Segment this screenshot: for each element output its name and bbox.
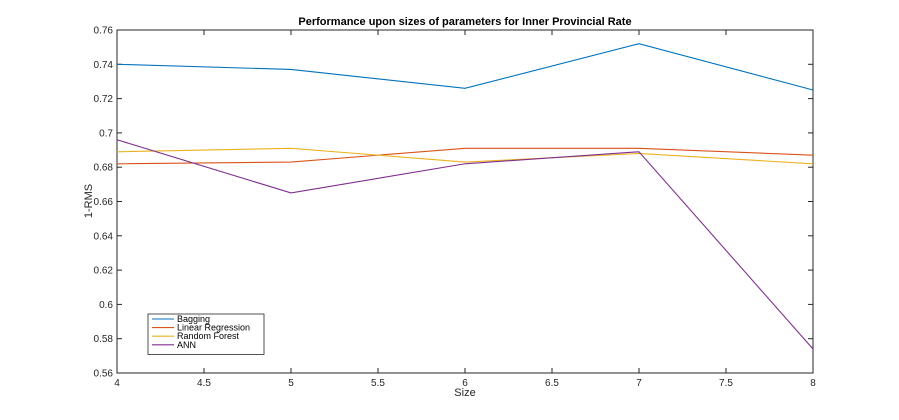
series-line-random-forest bbox=[116, 147, 814, 165]
x-tick-label: 8 bbox=[810, 378, 816, 389]
x-tick-label: 4.5 bbox=[197, 378, 211, 389]
x-tick-label: 7 bbox=[636, 378, 642, 389]
y-tick-label: 0.68 bbox=[94, 163, 114, 174]
y-tick-label: 0.72 bbox=[94, 94, 114, 105]
y-tick-label: 0.7 bbox=[99, 128, 113, 139]
y-tick-label: 0.56 bbox=[94, 369, 114, 380]
y-tick-label: 0.66 bbox=[94, 197, 114, 208]
legend-label: Random Forest bbox=[177, 331, 240, 341]
y-tick-label: 0.58 bbox=[94, 334, 114, 345]
chart-title: Performance upon sizes of parameters for… bbox=[298, 16, 631, 28]
x-tick-label: 5 bbox=[288, 378, 294, 389]
y-axis-label: 1-RMS bbox=[83, 184, 95, 218]
series-line-bagging bbox=[116, 43, 814, 91]
series-line-ann bbox=[116, 139, 814, 350]
y-tick-label: 0.76 bbox=[94, 26, 114, 37]
x-tick-label: 6.5 bbox=[545, 378, 559, 389]
legend-label: ANN bbox=[177, 340, 196, 350]
x-axis-label: Size bbox=[454, 387, 475, 399]
x-tick-label: 6 bbox=[462, 378, 468, 389]
y-tick-label: 0.74 bbox=[94, 60, 114, 71]
y-tick-label: 0.6 bbox=[99, 300, 113, 311]
legend-box bbox=[147, 313, 265, 355]
x-tick-label: 7.5 bbox=[719, 378, 733, 389]
legend-label: Linear Regression bbox=[177, 323, 250, 333]
y-tick-label: 0.64 bbox=[94, 231, 114, 242]
x-tick-label: 4 bbox=[114, 378, 120, 389]
legend-label: Bagging bbox=[177, 314, 210, 324]
x-tick-label: 5.5 bbox=[371, 378, 385, 389]
y-tick-label: 0.62 bbox=[94, 266, 114, 277]
series-line-linear-regression bbox=[116, 147, 814, 165]
